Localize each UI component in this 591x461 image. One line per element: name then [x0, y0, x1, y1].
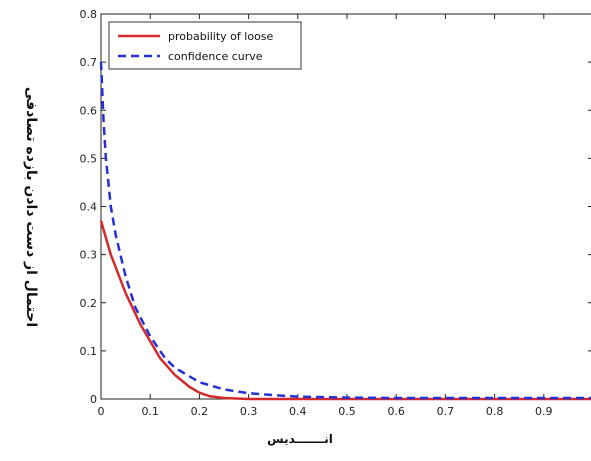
- y-tick-label: 0.7: [80, 56, 98, 69]
- y-tick-label: 0: [90, 393, 97, 406]
- x-tick-label: 0.3: [240, 405, 258, 418]
- legend: probability of loose confidence curve: [108, 21, 302, 70]
- y-tick-label: 0.1: [80, 345, 98, 358]
- x-tick-label: 0.7: [437, 405, 455, 418]
- x-tick-label: 0: [98, 405, 105, 418]
- y-tick-label: 0.3: [80, 249, 98, 262]
- legend-label-confidence: confidence curve: [168, 50, 263, 63]
- y-axis-ticks: 0 0.1 0.2 0.3 0.4 0.5 0.6 0.7 0.8: [80, 8, 591, 406]
- plot-area: [100, 13, 591, 400]
- series-line-probability: [99, 220, 591, 401]
- x-tick-label: 0.8: [486, 405, 504, 418]
- series-lines: [99, 62, 591, 401]
- x-axis-label: انـــــــديس: [267, 432, 333, 446]
- x-tick-label: 0.1: [141, 405, 159, 418]
- y-axis-label: احتمال از دست دادن بازده تصادفی: [23, 87, 39, 327]
- x-tick-label: 0.2: [191, 405, 209, 418]
- legend-box: [108, 21, 302, 70]
- legend-label-probability: probability of loose: [168, 30, 274, 43]
- x-tick-label: 0.4: [289, 405, 307, 418]
- y-tick-label: 0.8: [80, 8, 98, 21]
- x-axis-ticks: 0 0.1 0.2 0.3 0.4 0.5 0.6 0.7 0.8 0.9: [98, 14, 553, 418]
- y-tick-label: 0.4: [80, 201, 98, 214]
- y-tick-label: 0.6: [80, 104, 98, 117]
- y-tick-label: 0.2: [80, 297, 98, 310]
- x-tick-label: 0.9: [535, 405, 553, 418]
- x-tick-label: 0.6: [387, 405, 405, 418]
- x-tick-label: 0.5: [338, 405, 356, 418]
- series-line-confidence: [99, 62, 591, 400]
- y-tick-label: 0.5: [80, 152, 98, 165]
